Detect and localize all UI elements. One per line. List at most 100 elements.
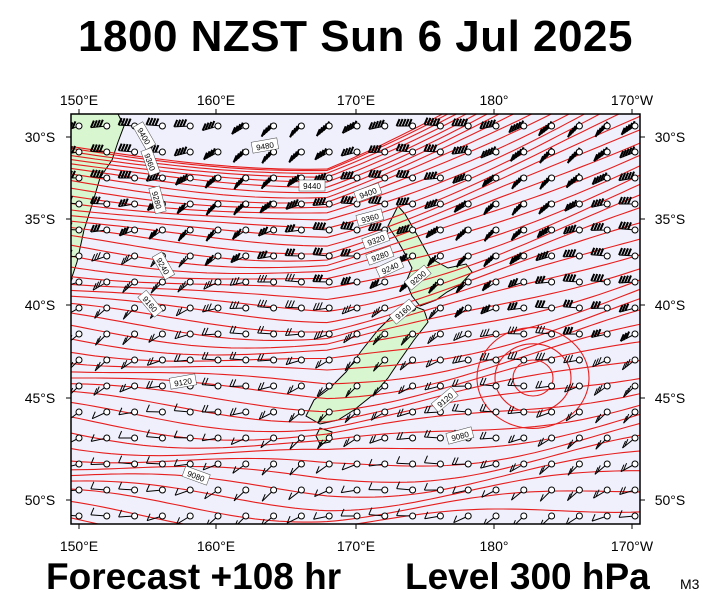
wind-barb <box>261 460 278 476</box>
wind-barb <box>344 408 361 424</box>
wind-barb <box>451 457 472 468</box>
wind-barb <box>507 406 528 416</box>
wind-barb <box>507 326 528 338</box>
wind-barb <box>174 173 194 186</box>
wind-barb <box>425 226 444 239</box>
wind-barb <box>535 325 556 338</box>
wind-barb <box>317 408 333 424</box>
lon-label-top: 170°E <box>337 92 375 108</box>
wind-barb <box>289 460 305 476</box>
wind-barb <box>119 382 139 393</box>
wind-barb <box>145 456 166 468</box>
wind-barb <box>423 429 444 442</box>
lon-label-bottom: 170°E <box>337 538 375 554</box>
contour-line <box>71 142 640 262</box>
wind-barb <box>479 352 500 364</box>
wind-barb <box>313 512 333 520</box>
wind-barb <box>288 486 305 501</box>
wind-barb <box>535 380 556 390</box>
wind-barb <box>89 143 111 156</box>
wind-barb <box>595 408 611 424</box>
wind-barb <box>539 460 556 475</box>
wind-barb <box>511 174 528 190</box>
wind-barb <box>201 404 222 416</box>
contour-line <box>71 309 640 385</box>
wind-barb <box>562 249 583 260</box>
wind-barb <box>537 121 556 137</box>
wind-barb <box>453 512 472 524</box>
wind-barb <box>507 351 528 364</box>
wind-barb <box>285 328 305 338</box>
wind-barb <box>399 356 417 371</box>
wind-barb <box>395 197 417 208</box>
wind-barb <box>620 460 639 473</box>
wind-barb <box>423 143 444 156</box>
wind-barb <box>367 144 389 156</box>
wind-barb <box>146 356 166 366</box>
wind-barb <box>423 171 444 182</box>
wind-barb <box>229 407 250 416</box>
wind-barb <box>145 404 166 416</box>
wind-barb <box>451 118 472 130</box>
contour-line <box>71 114 601 229</box>
lon-label-bottom: 150°E <box>60 538 98 554</box>
wind-barb <box>90 481 111 494</box>
wind-barb <box>285 273 305 286</box>
wind-barb <box>312 302 333 312</box>
wind-barb <box>537 434 556 447</box>
wind-barb <box>480 460 500 469</box>
wind-barb <box>618 171 639 182</box>
wind-barb <box>620 120 639 136</box>
wind-barb <box>455 252 472 268</box>
wind-barb <box>427 330 444 345</box>
wind-barbs <box>71 117 639 524</box>
wind-barb <box>205 226 222 242</box>
wind-barb <box>204 174 222 189</box>
lat-label-left: 40°S <box>25 297 56 313</box>
wind-barb <box>593 146 611 162</box>
contour-line <box>71 129 640 255</box>
wind-barb <box>623 408 639 424</box>
wind-barb <box>591 172 611 185</box>
wind-barb <box>118 481 139 494</box>
wind-barb <box>423 117 444 130</box>
wind-barb <box>452 172 472 184</box>
wind-barb <box>562 299 583 312</box>
wind-barb <box>396 431 417 442</box>
wind-barb <box>481 174 500 188</box>
wind-barb <box>395 118 417 130</box>
lat-label-right: 50°S <box>655 492 686 508</box>
wind-barb <box>480 146 500 159</box>
wind-barb <box>590 198 611 208</box>
wind-barb <box>563 354 583 364</box>
wind-barb <box>623 382 639 398</box>
wind-barb <box>340 276 361 286</box>
wind-barb <box>232 148 250 163</box>
wind-barb <box>539 147 556 164</box>
wind-barb <box>428 278 444 294</box>
wind-barb <box>483 252 500 268</box>
wind-barb <box>396 408 417 418</box>
wind-barb <box>315 121 333 137</box>
wind-barb <box>204 252 222 267</box>
wind-barb <box>201 377 222 390</box>
lon-label-top: 150°E <box>60 92 98 108</box>
wind-barb <box>173 403 194 416</box>
wind-barb <box>567 434 583 450</box>
wind-barb <box>203 147 222 161</box>
wind-barb <box>370 408 389 421</box>
wind-barb <box>539 486 556 502</box>
wind-barb <box>256 250 278 260</box>
wind-barb <box>146 484 166 494</box>
wind-barb <box>260 174 278 190</box>
wind-barb <box>201 351 222 364</box>
wind-barb <box>89 119 111 130</box>
wind-barb <box>257 274 278 286</box>
wind-barb <box>230 434 250 446</box>
wind-barb <box>480 304 500 315</box>
wind-barb <box>341 120 361 134</box>
wind-barb <box>340 171 361 182</box>
wind-barb <box>396 224 417 235</box>
wind-barb <box>146 512 166 522</box>
